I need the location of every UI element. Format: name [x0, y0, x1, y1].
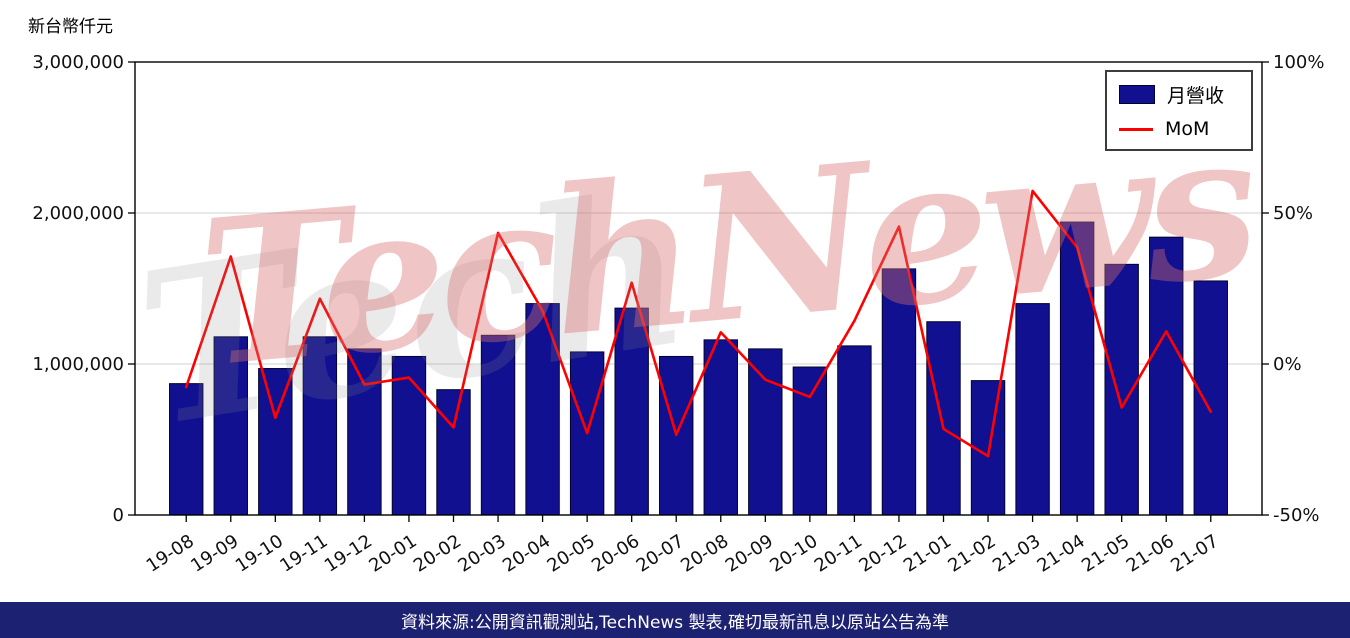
x-tick-label: 21-01 — [900, 531, 955, 577]
revenue-bar-21-03 — [1015, 303, 1050, 516]
revenue-bar-21-04 — [1059, 221, 1095, 516]
footer-source-note: 資料來源:公開資訊觀測站,TechNews 製表,確切最新訊息以原站公告為準 — [0, 602, 1350, 638]
revenue-bar-21-01 — [926, 321, 961, 516]
left-tick-label: 1,000,000 — [32, 354, 124, 375]
revenue-bar-20-02 — [436, 389, 471, 516]
x-tick-label: 20-02 — [410, 531, 465, 577]
mom-line — [184, 189, 1213, 458]
revenue-bar-19-11 — [302, 336, 338, 516]
left-tick-label: 0 — [113, 505, 124, 526]
revenue-bar-21-07 — [1193, 280, 1228, 516]
left-tick-label: 2,000,000 — [32, 203, 124, 224]
revenue-bar-20-11 — [837, 345, 872, 516]
footer-text: 資料來源:公開資訊觀測站,TechNews 製表,確切最新訊息以原站公告為準 — [401, 612, 949, 633]
legend-item-mom: MoM — [1107, 118, 1251, 140]
revenue-bar-19-09 — [213, 336, 248, 516]
x-tick-label: 21-03 — [989, 531, 1044, 577]
legend-label-mom: MoM — [1165, 118, 1210, 140]
legend-label-revenue: 月營收 — [1167, 85, 1225, 107]
x-tick-label: 21-05 — [1078, 531, 1133, 577]
x-tick-label: 20-07 — [633, 531, 688, 577]
right-tick-label: 0% — [1273, 354, 1302, 375]
revenue-bar-19-12 — [347, 348, 382, 516]
x-tick-label: 20-12 — [855, 531, 910, 577]
x-tick-label: 20-10 — [766, 531, 821, 577]
revenue-bar-20-06 — [614, 307, 649, 516]
revenue-bar-19-08 — [169, 383, 204, 516]
x-tick-label: 19-09 — [187, 531, 242, 577]
revenue-bar-20-04 — [525, 303, 560, 516]
x-tick-label: 20-04 — [499, 531, 554, 577]
legend-item-revenue: 月營收 — [1107, 81, 1251, 108]
x-tick-label: 19-11 — [276, 531, 331, 577]
x-tick-label: 20-11 — [811, 531, 866, 577]
x-tick-label: 19-08 — [143, 531, 198, 577]
plot-border — [134, 61, 1263, 516]
x-tick-label: 20-08 — [677, 531, 732, 577]
x-tick-label: 20-01 — [365, 531, 420, 577]
legend: 月營收 MoM — [1105, 70, 1253, 151]
revenue-bar-20-01 — [391, 355, 427, 516]
legend-line-swatch — [1119, 127, 1153, 131]
x-tick-label: 19-10 — [232, 531, 287, 577]
x-tick-label: 20-05 — [544, 531, 599, 577]
x-tick-label: 21-06 — [1123, 531, 1178, 577]
left-tick-label: 3,000,000 — [32, 52, 124, 73]
revenue-bar-20-08 — [703, 339, 738, 516]
x-tick-label: 20-09 — [722, 531, 777, 577]
x-tick-label: 19-12 — [321, 531, 376, 577]
right-tick-label: -50% — [1273, 505, 1320, 526]
x-tick-label: 21-07 — [1167, 531, 1222, 577]
x-tick-label: 21-04 — [1034, 531, 1089, 577]
legend-bar-swatch — [1119, 85, 1155, 104]
right-tick-label: 50% — [1273, 203, 1313, 224]
revenue-bar-20-10 — [792, 366, 828, 516]
revenue-bar-20-03 — [480, 334, 516, 516]
y-axis-unit-label: 新台幣仟元 — [28, 17, 113, 37]
revenue-bar-20-12 — [881, 268, 917, 516]
revenue-bar-19-10 — [258, 368, 293, 516]
revenue-bar-20-09 — [748, 348, 783, 516]
x-tick-label: 20-03 — [454, 531, 509, 577]
x-tick-label: 21-02 — [944, 531, 999, 577]
x-tick-label: 20-06 — [588, 531, 643, 577]
revenue-bar-21-06 — [1149, 236, 1184, 516]
right-tick-label: 100% — [1273, 52, 1324, 73]
